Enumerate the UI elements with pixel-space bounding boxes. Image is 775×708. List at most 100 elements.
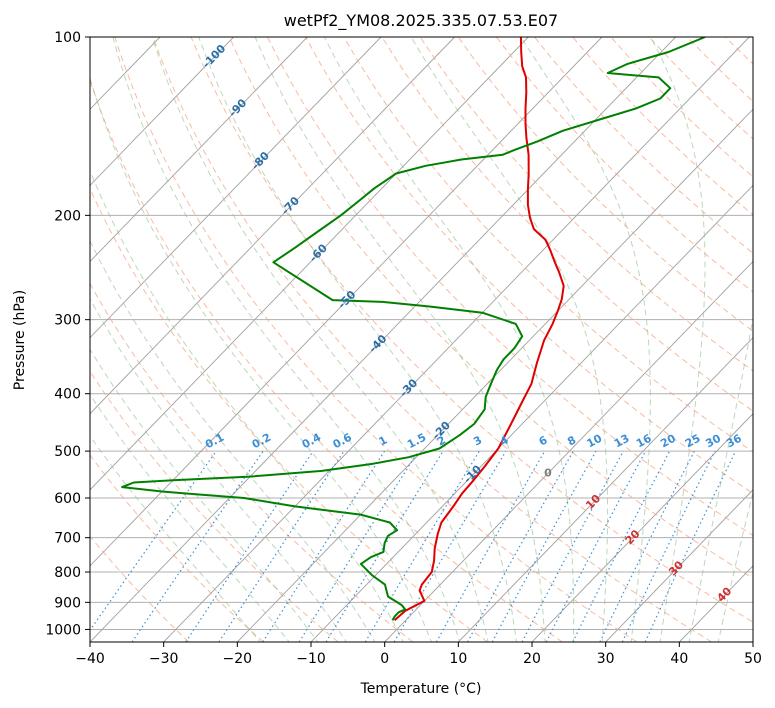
dry-adiabat-line xyxy=(496,37,753,293)
x-tick-label: −10 xyxy=(296,651,326,667)
mixing-ratio-line xyxy=(393,450,507,642)
isotherm-line xyxy=(752,641,753,642)
mixing-ratio-line xyxy=(599,450,695,642)
mixing-ratio-label: 16 xyxy=(634,432,654,451)
x-tick-label: 40 xyxy=(670,651,688,667)
moist-adiabat-line xyxy=(717,490,753,642)
mixing-ratio-line xyxy=(491,450,597,642)
dry-adiabat-line xyxy=(686,37,753,103)
y-tick-label: 1000 xyxy=(45,622,81,638)
dry-adiabat-line xyxy=(724,37,753,65)
dry-adiabat-line xyxy=(90,187,488,642)
mixing-ratio-line xyxy=(218,450,345,642)
y-tick-label: 900 xyxy=(54,595,81,611)
y-tick-label: 300 xyxy=(54,313,81,329)
mixing-ratio-label: 13 xyxy=(612,432,632,451)
mixing-ratio-line xyxy=(572,450,671,642)
moist-adiabat-line xyxy=(90,297,348,642)
isotherm-line xyxy=(90,37,603,567)
dry-adiabat-line xyxy=(190,37,753,623)
mixing-ratio-label: 3 xyxy=(471,433,484,448)
moist-adiabat-line xyxy=(520,37,651,642)
dry-adiabat-line xyxy=(90,282,414,642)
mixing-ratio-line xyxy=(262,450,386,642)
mixing-ratio-line xyxy=(521,450,624,642)
dry-adiabat-line xyxy=(114,37,638,642)
moist-adiabat-line xyxy=(90,435,261,642)
mixing-ratio-label: 20 xyxy=(658,432,678,451)
mixing-ratio-label: 30 xyxy=(703,432,723,451)
y-tick-label: 400 xyxy=(54,387,81,403)
moist-adiabat-line xyxy=(90,76,433,642)
isotherm-line xyxy=(90,37,382,339)
dewpoint-line xyxy=(121,37,706,621)
mixing-ratio-line xyxy=(621,450,716,642)
dry-adiabat-line xyxy=(419,37,753,372)
y-tick-label: 600 xyxy=(54,491,81,507)
moist-adiabat-line xyxy=(112,37,461,642)
x-tick-label: 0 xyxy=(380,651,389,667)
x-tick-label: 20 xyxy=(523,651,541,667)
x-tick-label: −30 xyxy=(149,651,179,667)
mixing-ratio-label: 1 xyxy=(377,433,390,448)
isotherm-line xyxy=(531,413,753,642)
isotherm-line xyxy=(90,37,676,642)
y-tick-label: 800 xyxy=(54,565,81,581)
mixing-ratio-line xyxy=(325,450,444,642)
moist-adiabat-line xyxy=(410,37,609,642)
mixing-ratio-line xyxy=(298,450,419,642)
mixing-ratio-label: 6 xyxy=(537,433,550,448)
mixing-ratio-line xyxy=(435,450,546,642)
y-tick-label: 700 xyxy=(54,531,81,547)
mixing-ratio-line xyxy=(364,450,480,642)
isotherm-line xyxy=(310,184,753,642)
isotherm-line xyxy=(90,37,455,415)
dry-adiabat-line xyxy=(457,37,753,332)
moist-adiabat-line xyxy=(198,37,518,642)
moist-adiabat-line xyxy=(90,169,404,642)
dry-adiabat-line xyxy=(90,78,563,642)
dry-adiabat-line xyxy=(764,37,775,642)
moist-adiabat-line xyxy=(90,348,319,642)
moist-adiabat-line xyxy=(323,37,575,642)
moist-adiabat-line xyxy=(254,37,546,642)
y-axis-label: Pressure (hPa) xyxy=(12,290,28,390)
isotherm-line xyxy=(163,37,750,642)
plot-frame xyxy=(89,36,754,643)
temperature-line xyxy=(393,37,565,622)
profile-lines xyxy=(121,37,706,622)
x-tick-label: −40 xyxy=(75,651,105,667)
zero-label: 0 xyxy=(544,466,552,479)
isotherm-line xyxy=(384,260,753,642)
axis-ticks: −40 −30 −20 −10 0 10 20 30 40 5010020030040050060… xyxy=(45,30,762,667)
background-grid xyxy=(0,37,775,642)
moist-adiabat-line xyxy=(151,37,489,642)
x-axis-label: Temperature (°C) xyxy=(360,681,482,697)
moist-adiabat-line xyxy=(90,393,290,642)
dry-adiabat-line xyxy=(343,37,753,453)
isotherm-line xyxy=(237,108,753,642)
x-tick-label: 50 xyxy=(744,651,762,667)
mixing-ratio-label: 10 xyxy=(585,432,605,451)
isotherm-line xyxy=(0,37,13,642)
mixing-ratio-line xyxy=(185,450,314,642)
moist-adiabat-line xyxy=(688,315,753,642)
dry-adiabat-line xyxy=(572,37,753,216)
moist-adiabat-line xyxy=(90,239,376,642)
x-tick-label: 30 xyxy=(597,651,615,667)
isotherm-line xyxy=(90,37,529,491)
isotherm-line xyxy=(458,336,753,642)
x-tick-label: 10 xyxy=(449,651,467,667)
isotherm-line xyxy=(90,37,234,187)
mixing-ratio-label: 8 xyxy=(565,433,578,448)
y-tick-label: 500 xyxy=(54,444,81,460)
isotherm-line xyxy=(605,489,753,642)
chart-title: wetPf2_YM08.2025.335.07.53.E07 xyxy=(284,11,558,31)
mixing-ratio-label: 0.1 xyxy=(203,431,226,452)
dry-adiabat-line xyxy=(152,37,712,642)
y-tick-label: 200 xyxy=(54,208,81,224)
y-tick-label: 100 xyxy=(54,30,81,46)
mixing-ratio-line xyxy=(131,450,264,642)
mixing-ratio-label: 36 xyxy=(724,432,744,451)
